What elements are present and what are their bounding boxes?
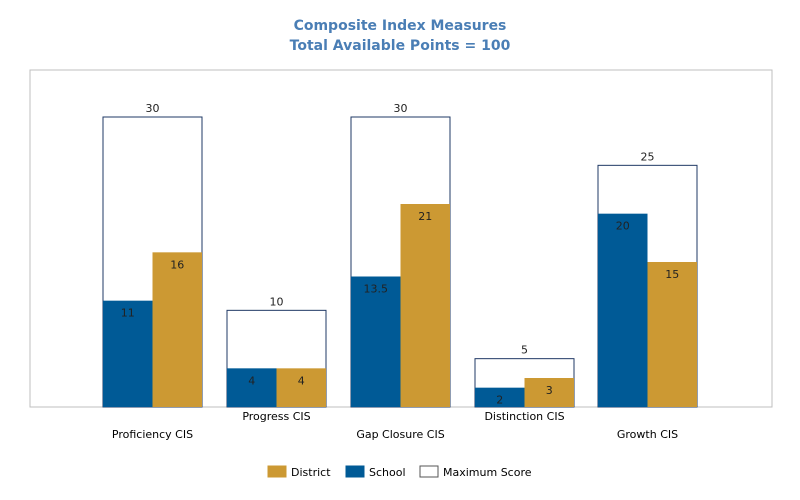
legend-label: School xyxy=(369,466,406,479)
data-label-district: 3 xyxy=(546,384,553,397)
bar-district xyxy=(152,252,202,407)
data-label-district: 15 xyxy=(665,268,679,281)
bar-school xyxy=(475,387,525,407)
data-label-district: 4 xyxy=(298,374,305,387)
bar-school xyxy=(598,213,648,407)
bar-district xyxy=(400,204,450,407)
bar-school xyxy=(351,276,401,407)
data-label-school: 20 xyxy=(616,220,630,233)
category-label: Distinction CIS xyxy=(484,410,564,423)
bar-district xyxy=(647,262,697,407)
data-label-max: 30 xyxy=(146,102,160,115)
legend-swatch xyxy=(419,465,439,478)
legend-swatch xyxy=(267,465,287,478)
chart-title: Composite Index Measures xyxy=(294,18,507,34)
bar-district xyxy=(524,378,574,407)
legend: District School Maximum Score xyxy=(267,465,532,479)
chart-subtitle: Total Available Points = 100 xyxy=(290,38,511,54)
legend-swatch xyxy=(345,465,365,478)
data-label-max: 30 xyxy=(394,102,408,115)
data-label-school: 11 xyxy=(121,307,135,320)
legend-label: District xyxy=(291,466,331,479)
data-label-max: 5 xyxy=(521,344,528,357)
category-label: Proficiency CIS xyxy=(112,428,193,441)
data-label-school: 13.5 xyxy=(364,283,389,296)
data-label-district: 21 xyxy=(418,210,432,223)
category-label: Growth CIS xyxy=(617,428,678,441)
data-label-district: 16 xyxy=(170,258,184,271)
bars: 30 11 16 Proficiency CIS 10 4 4 Progress CIS 30 1… xyxy=(102,102,698,441)
data-label-school: 2 xyxy=(496,394,503,407)
data-label-max: 25 xyxy=(641,150,655,163)
data-label-school: 4 xyxy=(248,374,255,387)
category-label: Gap Closure CIS xyxy=(356,428,444,441)
bar-school xyxy=(103,300,153,407)
bar-district xyxy=(276,368,326,407)
data-label-max: 10 xyxy=(270,295,284,308)
category-label: Progress CIS xyxy=(242,410,310,423)
legend-label: Maximum Score xyxy=(443,466,532,479)
bar-school xyxy=(227,368,277,407)
